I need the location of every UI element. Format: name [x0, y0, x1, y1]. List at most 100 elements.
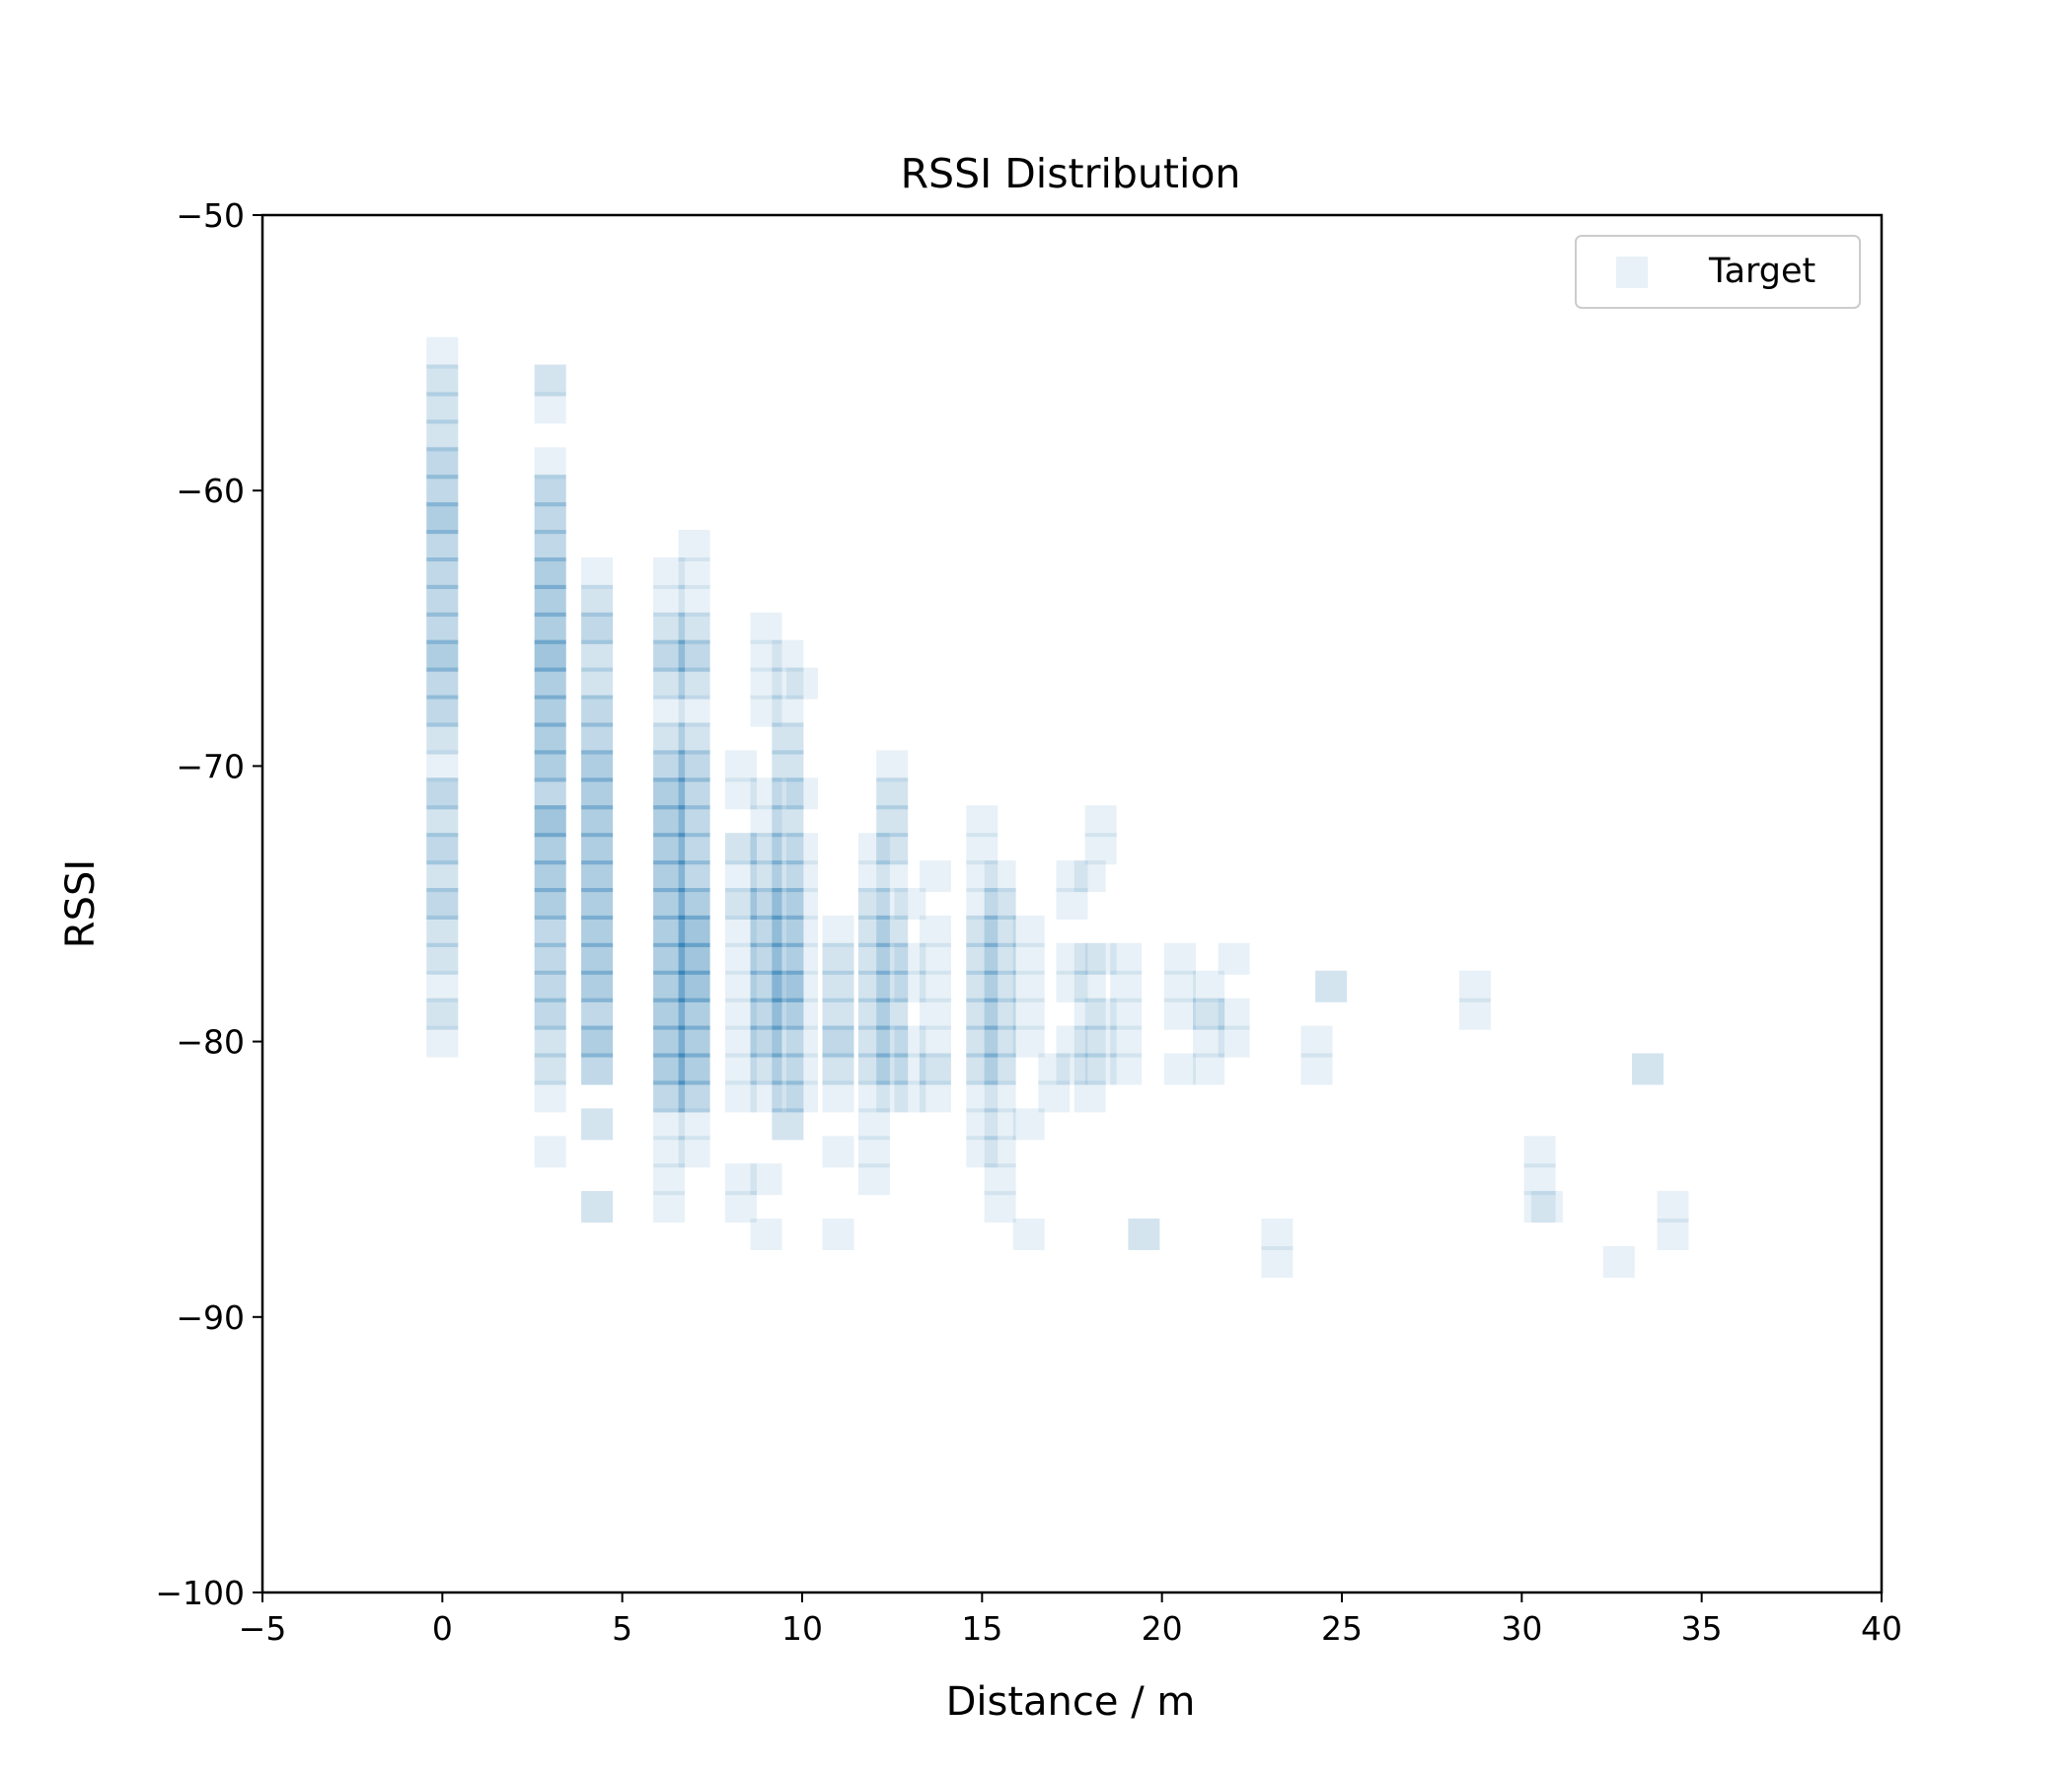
data-point [678, 942, 710, 975]
data-point [426, 833, 459, 865]
data-point [534, 722, 566, 755]
data-point [581, 612, 614, 644]
data-point [966, 1136, 999, 1168]
data-point [534, 695, 566, 727]
data-point [876, 750, 909, 782]
data-point [426, 612, 459, 644]
x-tick-label: 30 [1501, 1609, 1542, 1648]
data-point [750, 1053, 782, 1085]
data-point [653, 998, 686, 1030]
data-point [426, 695, 459, 727]
data-point [876, 805, 909, 838]
data-point [581, 860, 614, 893]
data-point [581, 1108, 614, 1141]
data-point [1315, 970, 1348, 1002]
data-point [426, 584, 459, 617]
data-point [678, 888, 710, 920]
data-point [678, 915, 710, 947]
data-point [1038, 1080, 1071, 1113]
data-point [1084, 998, 1117, 1030]
data-point [678, 942, 710, 975]
data-point [772, 970, 804, 1002]
data-point [534, 888, 566, 920]
data-point [857, 833, 890, 865]
data-point [1110, 1025, 1143, 1058]
data-point [894, 970, 926, 1002]
data-point [822, 942, 854, 975]
data-point [426, 447, 459, 480]
data-point [750, 970, 782, 1002]
data-point [678, 915, 710, 947]
data-point [581, 860, 614, 893]
data-point [1218, 942, 1250, 975]
data-point [772, 1080, 804, 1113]
data-point [725, 970, 757, 1002]
data-point [750, 888, 782, 920]
data-point [426, 998, 459, 1030]
data-point [725, 888, 757, 920]
data-point [1038, 1053, 1071, 1085]
data-point [426, 584, 459, 617]
data-point [822, 998, 854, 1030]
data-point [653, 888, 686, 920]
data-point [426, 475, 459, 507]
data-point [1012, 1108, 1045, 1141]
data-point [1056, 1053, 1088, 1085]
data-point [534, 942, 566, 975]
data-point [653, 998, 686, 1030]
data-point [678, 777, 710, 810]
data-point [581, 970, 614, 1002]
data-point [786, 1053, 818, 1085]
data-point [426, 612, 459, 644]
data-point [653, 970, 686, 1002]
data-point [984, 888, 1016, 920]
data-point [772, 888, 804, 920]
data-point [678, 777, 710, 810]
data-point [772, 667, 804, 700]
data-point [772, 750, 804, 782]
data-point [534, 584, 566, 617]
data-point [426, 639, 459, 672]
data-point [653, 805, 686, 838]
data-point [653, 1025, 686, 1058]
data-point [984, 860, 1016, 893]
data-point [1073, 1053, 1106, 1085]
data-point [426, 1025, 459, 1058]
data-point [876, 1053, 909, 1085]
data-point [1084, 1025, 1117, 1058]
data-point [772, 722, 804, 755]
data-point [581, 750, 614, 782]
data-point [876, 1025, 909, 1058]
data-point [1073, 860, 1106, 893]
data-point [984, 915, 1016, 947]
data-point [772, 833, 804, 865]
data-point [678, 1025, 710, 1058]
data-point [426, 557, 459, 589]
data-point [725, 833, 757, 865]
data-point [581, 942, 614, 975]
data-point [653, 1136, 686, 1168]
data-point [534, 833, 566, 865]
data-point [653, 805, 686, 838]
data-point [678, 970, 710, 1002]
data-point [1163, 998, 1196, 1030]
data-point [772, 1053, 804, 1085]
data-point [653, 750, 686, 782]
data-point [772, 805, 804, 838]
data-point [876, 942, 909, 975]
data-point [822, 1219, 854, 1250]
data-point [653, 1025, 686, 1058]
data-point [653, 584, 686, 617]
data-point [966, 1053, 999, 1085]
data-point [857, 1025, 890, 1058]
data-point [653, 1025, 686, 1058]
data-point [581, 860, 614, 893]
data-point [678, 1108, 710, 1141]
data-point [857, 915, 890, 947]
data-point [822, 1025, 854, 1058]
data-point [919, 860, 951, 893]
y-tick-label: −90 [176, 1298, 245, 1337]
data-point [581, 805, 614, 838]
data-point [725, 942, 757, 975]
data-point [653, 777, 686, 810]
